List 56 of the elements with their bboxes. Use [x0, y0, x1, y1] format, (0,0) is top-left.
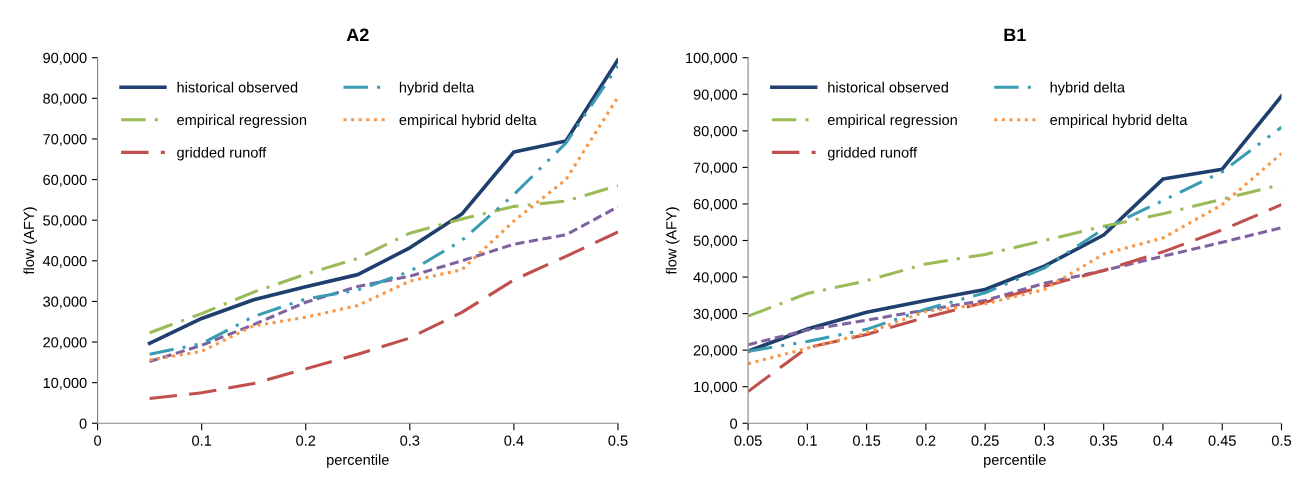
x-tick-label: 0.4	[1153, 435, 1173, 446]
y-tick-label: 40,000	[42, 255, 87, 268]
x-tick-label: 0.5	[608, 435, 628, 446]
y-tick-label: 20,000	[43, 337, 87, 350]
x-tick-label: 0.25	[971, 435, 999, 446]
line-series	[748, 226, 1282, 347]
y-tick-label: 10,000	[43, 377, 87, 390]
legend-label: empirical hybrid delta	[1050, 114, 1188, 128]
line-series	[748, 203, 1282, 394]
x-tick-label: 0.1	[797, 435, 817, 446]
y-tick-label: 50,000	[693, 235, 738, 248]
y-tick-label: 20,000	[693, 345, 738, 358]
y-tick-label: 90,000	[43, 52, 87, 65]
x-tick-label: 0.3	[1034, 435, 1054, 446]
y-tick-label: 60,000	[693, 199, 738, 212]
x-tick-label: 0.4	[504, 435, 524, 446]
y-tick-label: 30,000	[693, 308, 738, 321]
y-axis-title: flow (AFY)	[665, 207, 680, 275]
x-tick-label: 0.15	[852, 435, 881, 446]
legend-label: empirical regression	[177, 114, 307, 128]
x-tick-label: 0.45	[1208, 435, 1236, 446]
legend-label: hybrid delta	[399, 81, 475, 96]
y-tick-label: 40,000	[693, 272, 738, 285]
x-tick-label: 0.1	[192, 435, 212, 446]
legend-label: gridded runoff	[827, 146, 918, 161]
y-tick-label: 80,000	[693, 125, 738, 138]
y-axis-title: flow (AFY)	[23, 207, 37, 275]
y-tick-label: 0	[79, 418, 87, 429]
y-tick-label: 70,000	[693, 162, 738, 175]
legend-label: historical observed	[828, 81, 948, 93]
x-tick-label: 0.5	[1271, 435, 1292, 446]
y-tick-label: 30,000	[43, 296, 87, 309]
x-axis-title: percentile	[984, 454, 1046, 468]
y-tick-label: 10,000	[694, 381, 738, 394]
y-tick-label: 70,000	[43, 134, 87, 147]
x-tick-label: 0.3	[400, 435, 420, 446]
y-tick-label: 0	[730, 418, 738, 429]
legend-label: historical observed	[177, 81, 298, 93]
y-tick-label: 100,000	[686, 52, 738, 65]
x-tick-label: 0.2	[296, 435, 316, 446]
legend-label: empirical hybrid delta	[399, 114, 537, 128]
x-tick-label: 0.2	[916, 435, 936, 446]
x-axis-title: percentile	[327, 454, 389, 468]
chart-title: A2	[346, 28, 369, 42]
legend-label: empirical regression	[827, 114, 957, 128]
chart-title: B1	[1004, 28, 1026, 42]
x-tick-label: 0.05	[734, 435, 762, 446]
y-tick-label: 50,000	[43, 215, 87, 228]
line-series	[148, 230, 618, 401]
y-tick-label: 60,000	[43, 174, 87, 187]
y-tick-label: 80,000	[43, 93, 87, 106]
x-tick-label: 0.35	[1090, 435, 1118, 446]
y-tick-label: 90,000	[693, 89, 738, 102]
legend-label: gridded runoff	[177, 146, 267, 161]
legend-label: hybrid delta	[1050, 81, 1126, 96]
x-tick-label: 0	[94, 435, 102, 446]
